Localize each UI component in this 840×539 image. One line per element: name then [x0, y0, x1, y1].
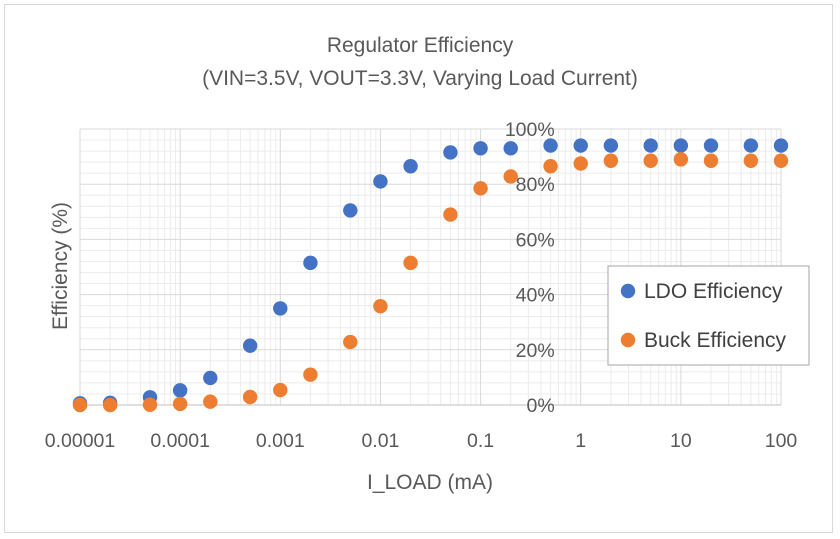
ldo-point: [703, 138, 719, 153]
y-tick-label: 20%: [516, 340, 555, 362]
buck-point: [773, 153, 789, 168]
chart-subtitle: (VIN=3.5V, VOUT=3.3V, Varying Load Curre…: [202, 67, 638, 90]
ldo-point: [503, 141, 518, 156]
y-tick-label: 80%: [516, 174, 555, 196]
buck-point: [443, 207, 458, 222]
legend: LDO Efficiency Buck Efficiency: [607, 265, 810, 366]
legend-label-buck: Buck Efficiency: [644, 329, 787, 352]
buck-point: [473, 181, 488, 196]
data-points: [72, 138, 789, 413]
ldo-point: [573, 138, 588, 153]
buck-point: [343, 334, 358, 350]
ldo-point: [373, 174, 388, 189]
y-tick-label: 40%: [516, 285, 555, 307]
x-axis-label: I_LOAD (mA): [367, 471, 493, 494]
ldo-point: [203, 370, 218, 386]
buck-point: [303, 367, 318, 382]
x-tick-label: 0.001: [256, 430, 305, 452]
ldo-point: [543, 138, 558, 153]
x-tick-label: 0.0001: [150, 430, 210, 452]
ldo-point: [172, 383, 188, 398]
x-tick-labels: 0.00001 0.0001 0.001 0.01 0.1 1 10 100: [45, 430, 798, 452]
ldo-point: [273, 301, 288, 316]
buck-point: [203, 394, 218, 409]
buck-point: [673, 152, 689, 167]
ldo-point: [673, 138, 689, 153]
buck-point: [743, 153, 759, 168]
ldo-point: [743, 138, 759, 153]
buck-point: [573, 156, 588, 171]
chart-title: Regulator Efficiency: [327, 34, 514, 57]
x-tick-label: 10: [670, 430, 692, 452]
buck-point: [373, 298, 388, 314]
ldo-point: [603, 138, 619, 153]
x-tick-label: 1: [575, 430, 586, 452]
y-axis-label: Efficiency (%): [49, 202, 72, 330]
legend-marker-buck: [620, 332, 636, 348]
y-tick-labels: 0% 20% 40% 60% 80% 100%: [505, 119, 555, 417]
ldo-point: [773, 138, 789, 153]
x-tick-label: 0.01: [361, 430, 399, 452]
y-tick-label: 0%: [527, 395, 555, 417]
x-tick-label: 0.1: [467, 430, 494, 452]
ldo-point: [643, 138, 658, 153]
y-tick-label: 100%: [505, 119, 555, 141]
buck-point: [543, 159, 558, 174]
ldo-point: [242, 338, 258, 353]
buck-point: [242, 389, 258, 405]
buck-point: [142, 397, 158, 412]
buck-point: [172, 396, 188, 412]
buck-point: [273, 382, 288, 398]
x-tick-label: 100: [765, 430, 798, 452]
ldo-point: [443, 145, 458, 160]
buck-point: [403, 255, 418, 271]
y-tick-label: 60%: [516, 229, 555, 251]
buck-point: [102, 397, 118, 413]
x-tick-label: 0.00001: [45, 430, 116, 452]
ldo-point: [403, 159, 418, 174]
buck-point: [703, 153, 719, 168]
buck-point: [643, 153, 658, 168]
ldo-point: [303, 255, 318, 271]
ldo-point: [343, 203, 358, 218]
ldo-point: [473, 141, 488, 156]
legend-label-ldo: LDO Efficiency: [644, 280, 783, 303]
buck-point: [603, 153, 619, 168]
buck-point: [503, 169, 518, 184]
buck-point: [72, 397, 88, 413]
legend-marker-ldo: [620, 283, 636, 299]
legend-box: [607, 265, 810, 366]
